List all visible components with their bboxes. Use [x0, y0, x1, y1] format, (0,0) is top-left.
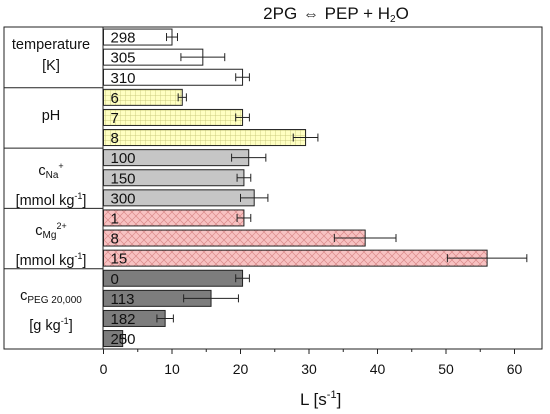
group-label: cMg2+ [mmol kg-1] — [4, 216, 98, 272]
bar — [103, 108, 244, 126]
title-right-tail: O — [395, 4, 409, 23]
bar-label: 298 — [111, 30, 136, 47]
title-right: PEP + H — [324, 4, 391, 23]
group-label-text: -1 — [74, 190, 83, 201]
bar — [103, 249, 488, 267]
group-label-text: PEG 20,000 — [27, 295, 82, 307]
bar-label: 7 — [111, 110, 119, 127]
group-label-text: c — [20, 288, 28, 305]
group-label-text: + — [58, 160, 64, 171]
group-label: temperature [K] — [4, 35, 98, 77]
group-label-text: -1 — [60, 316, 69, 327]
x-axis-label: L [s-1] — [300, 389, 341, 410]
bar-label: 8 — [111, 130, 119, 147]
bar-label: 250 — [111, 331, 136, 348]
x-tick-label: 50 — [438, 361, 454, 377]
x-axis-label-main: L [s — [300, 390, 327, 409]
group-label-text: ] — [68, 318, 73, 335]
x-tick-label: 10 — [164, 361, 180, 377]
title-arrow: ⇔ — [302, 6, 319, 23]
group-label-text: [mmol kg — [15, 192, 75, 209]
plot-frame — [3, 26, 543, 350]
bar-label: 310 — [111, 70, 136, 87]
group-label-text: pH — [41, 107, 61, 124]
bar-label: 305 — [111, 50, 136, 67]
group-label-text: [g kg — [29, 318, 61, 335]
group-label-text: Mg — [42, 230, 57, 242]
bar-label: 100 — [111, 150, 136, 167]
group-label-text: ] — [82, 192, 87, 209]
x-axis-label-sup: -1 — [326, 389, 337, 401]
bar-label: 6 — [111, 90, 119, 107]
group-label-text: -1 — [74, 251, 83, 262]
bar-label: 8 — [111, 231, 119, 248]
bar — [103, 209, 245, 227]
chart-title: 2PG ⇔ PEP + H2O — [216, 4, 456, 25]
group-label-text: Na — [45, 169, 59, 181]
group-label-text: c — [35, 223, 43, 240]
bar-label: 0 — [111, 271, 119, 288]
bar-label: 15 — [111, 251, 128, 268]
x-axis-label-tail: ] — [336, 390, 342, 409]
x-tick-label: 40 — [369, 361, 386, 377]
group-label: pH — [4, 106, 98, 127]
group-label-text: ] — [82, 253, 87, 270]
bar — [103, 229, 366, 247]
bar-label: 182 — [111, 311, 136, 328]
group-label: cPEG 20,000 [g kg-1] — [4, 286, 98, 337]
group-label-text: temperature — [11, 37, 91, 54]
title-left: 2PG — [263, 4, 298, 23]
x-tick-label: 30 — [301, 361, 317, 377]
bar-label: 300 — [111, 190, 136, 207]
group-label-text: 2+ — [56, 221, 67, 232]
x-tick-label: 0 — [99, 361, 108, 377]
bar-label: 1 — [111, 210, 119, 227]
group-label-text: c — [38, 162, 46, 179]
title-right-sub: 2 — [390, 14, 396, 25]
group-label-text: [mmol kg — [15, 253, 75, 270]
group-label-text: [K] — [42, 58, 60, 75]
bar-label: 113 — [111, 291, 135, 308]
x-tick-label: 20 — [232, 361, 249, 377]
bar — [103, 269, 244, 287]
group-label: cNa+ [mmol kg-1] — [4, 156, 98, 212]
bar-label: 150 — [111, 170, 136, 187]
x-tick-label: 60 — [506, 361, 523, 377]
bar — [103, 129, 307, 147]
